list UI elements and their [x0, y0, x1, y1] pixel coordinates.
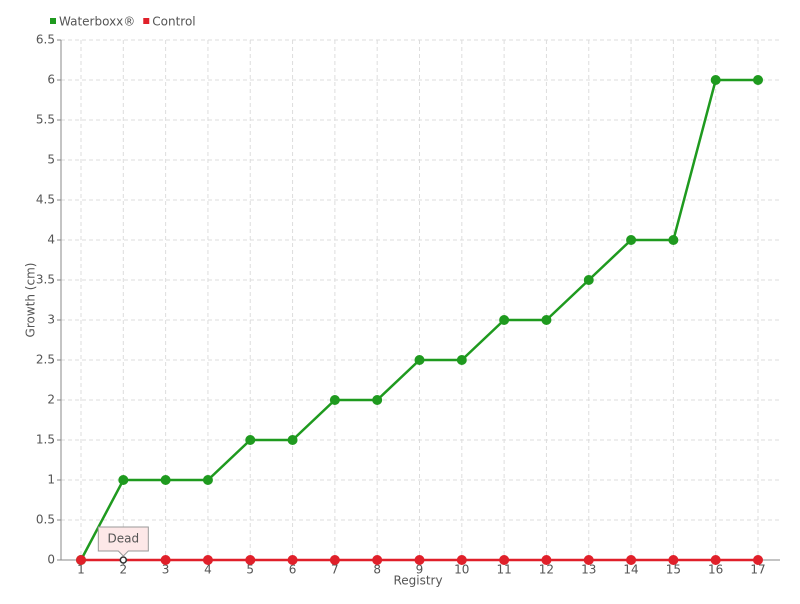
- y-tick-label: 4: [47, 233, 55, 247]
- legend-label: Waterboxx®: [59, 15, 135, 29]
- x-tick-label: 15: [666, 563, 681, 577]
- data-point: [668, 235, 679, 245]
- x-tick-label: 9: [416, 563, 424, 577]
- y-tick-label: 4.5: [36, 193, 55, 207]
- data-point: [245, 555, 256, 565]
- data-point: [160, 555, 171, 565]
- y-tick-label: 0: [47, 553, 55, 567]
- data-point: [456, 555, 467, 565]
- x-tick-label: 16: [708, 563, 723, 577]
- x-tick-label: 8: [373, 563, 381, 577]
- legend-label: Control: [152, 15, 195, 29]
- data-point: [414, 555, 425, 565]
- data-point: [753, 75, 763, 85]
- data-point: [287, 435, 298, 445]
- x-tick-label: 12: [539, 563, 554, 577]
- y-tick-label: 3: [47, 313, 55, 327]
- x-tick-label: 7: [331, 563, 339, 577]
- annotation-box: [97, 526, 149, 557]
- legend-swatch: [143, 18, 150, 24]
- x-tick-label: 17: [750, 563, 765, 577]
- data-point: [372, 555, 383, 565]
- x-tick-label: 10: [454, 563, 469, 577]
- data-point: [118, 475, 129, 485]
- data-point: [583, 555, 594, 565]
- x-tick-label: 4: [204, 563, 212, 577]
- y-tick-label: 5: [47, 153, 55, 167]
- data-point: [710, 555, 721, 565]
- data-point: [202, 475, 213, 485]
- data-point: [456, 355, 467, 365]
- data-point: [626, 555, 637, 565]
- legend-swatch: [50, 18, 56, 24]
- x-tick-label: 3: [162, 563, 170, 577]
- annotation-text: Dead: [108, 532, 140, 546]
- y-tick-label: 0.5: [36, 513, 55, 527]
- data-point: [372, 395, 383, 405]
- data-point: [287, 555, 298, 565]
- data-point: [753, 555, 763, 565]
- y-tick-label: 5.5: [36, 113, 55, 127]
- y-tick-label: 3.5: [36, 273, 55, 287]
- data-point: [626, 235, 637, 245]
- data-point: [202, 555, 213, 565]
- x-tick-label: 14: [623, 563, 638, 577]
- data-point: [499, 315, 510, 325]
- y-tick-label: 1: [47, 473, 55, 487]
- y-tick-label: 6.5: [36, 33, 55, 47]
- x-tick-label: 1: [77, 563, 85, 577]
- y-tick-label: 2: [47, 393, 55, 407]
- x-tick-label: 6: [289, 563, 297, 577]
- y-tick-label: 2.5: [36, 353, 55, 367]
- data-point: [710, 75, 721, 85]
- data-point: [245, 435, 256, 445]
- x-tick-label: 11: [496, 563, 511, 577]
- data-point: [541, 555, 552, 565]
- y-tick-label: 6: [47, 73, 55, 87]
- data-point: [329, 555, 340, 565]
- x-tick-label: 13: [581, 563, 596, 577]
- data-point: [668, 555, 679, 565]
- data-point: [160, 475, 171, 485]
- x-tick-label: 2: [119, 563, 127, 577]
- data-point: [499, 555, 510, 565]
- data-point: [583, 275, 594, 285]
- data-point: [541, 315, 552, 325]
- data-point: [119, 556, 128, 564]
- data-point: [76, 555, 86, 565]
- data-point: [329, 395, 340, 405]
- x-tick-label: 5: [246, 563, 254, 577]
- x-axis-title: Registry: [393, 574, 442, 588]
- y-axis-title: Growth (cm): [24, 263, 38, 338]
- y-tick-label: 1.5: [36, 433, 55, 447]
- data-point: [414, 355, 425, 365]
